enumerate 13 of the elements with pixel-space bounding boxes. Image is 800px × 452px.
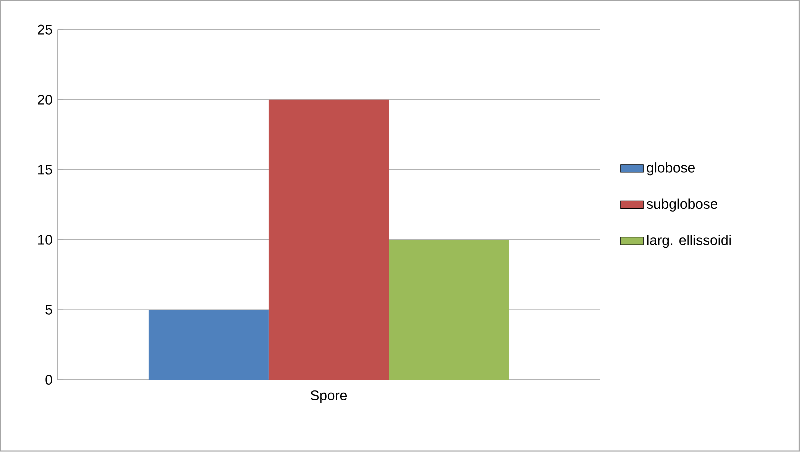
legend-label: globose xyxy=(647,162,695,176)
y-tick-label: 10 xyxy=(38,235,52,245)
legend-label: subglobose xyxy=(646,198,718,212)
y-tick-label: 25 xyxy=(38,24,52,35)
y-tick-label: 20 xyxy=(38,95,52,105)
bar xyxy=(268,100,389,380)
x-tick-label: Spore xyxy=(310,390,348,404)
y-tick-label: 0 xyxy=(46,375,52,386)
bar xyxy=(148,310,269,380)
y-tick-label: 15 xyxy=(38,165,52,175)
bar xyxy=(389,240,510,380)
y-tick-label: 5 xyxy=(46,305,52,315)
legend-label: larg. ellissoidi xyxy=(648,235,731,248)
